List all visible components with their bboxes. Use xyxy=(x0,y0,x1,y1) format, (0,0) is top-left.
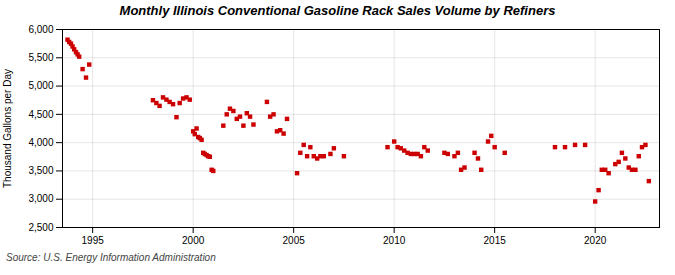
html-text:Monthly Illinois Conventional: Monthly Illinois Conventional Gasoline R… xyxy=(119,3,556,18)
svg-text:2020: 2020 xyxy=(584,235,607,246)
svg-text:2000: 2000 xyxy=(182,235,205,246)
svg-text:2,500: 2,500 xyxy=(28,222,53,233)
svg-text:6,000: 6,000 xyxy=(28,24,53,35)
svg-text:4,500: 4,500 xyxy=(28,109,53,120)
html-text:Source: U.S. Energy Informatio: Source: U.S. Energy Information Administ… xyxy=(6,252,216,263)
svg-text:5,000: 5,000 xyxy=(28,80,53,91)
svg-text:4,000: 4,000 xyxy=(28,137,53,148)
svg-text:Thousand Gallons per Day: Thousand Gallons per Day xyxy=(2,69,13,188)
svg-text:5,500: 5,500 xyxy=(28,52,53,63)
svg-text:2010: 2010 xyxy=(383,235,406,246)
svg-text:3,000: 3,000 xyxy=(28,193,53,204)
svg-text:2005: 2005 xyxy=(283,235,306,246)
svg-text:1995: 1995 xyxy=(82,235,105,246)
svg-text:2015: 2015 xyxy=(484,235,507,246)
svg-text:3,500: 3,500 xyxy=(28,165,53,176)
